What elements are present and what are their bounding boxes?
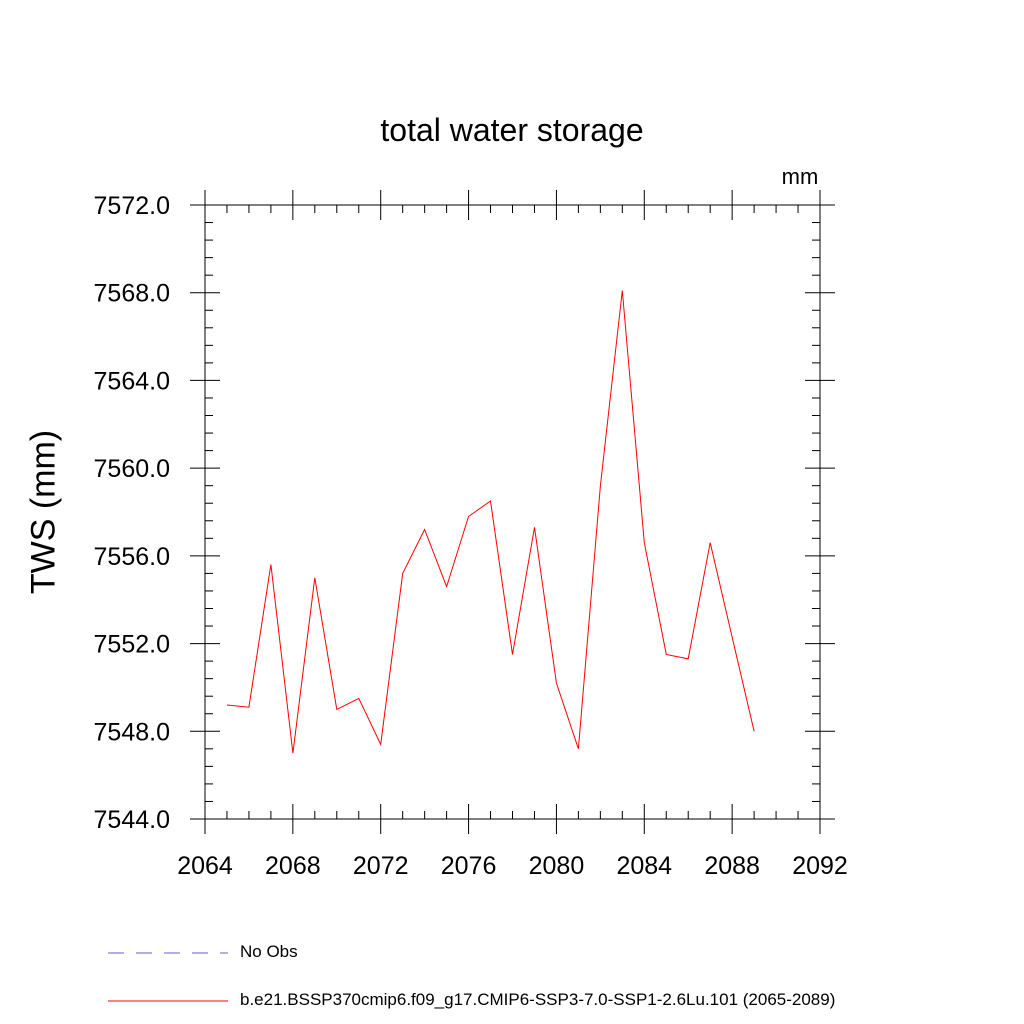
x-tick-label: 2092	[792, 852, 848, 880]
y-tick-label: 7552.0	[94, 631, 170, 659]
x-tick-label: 2064	[177, 852, 233, 880]
y-tick-label: 7568.0	[94, 280, 170, 308]
series-line	[226, 290, 755, 754]
legend-label-model-run: b.e21.BSSP370cmip6.f09_g17.CMIP6-SSP3-7.…	[240, 990, 836, 1009]
y-tick-label: 7544.0	[94, 806, 170, 834]
y-tick-label: 7548.0	[94, 718, 170, 746]
y-tick-label: 7564.0	[94, 367, 170, 395]
x-tick-label: 2084	[616, 852, 672, 880]
x-tick-label: 2068	[265, 852, 321, 880]
units-label: mm	[781, 164, 819, 189]
x-tick-label: 2088	[704, 852, 760, 880]
data-series	[226, 290, 755, 754]
plot-frame	[204, 204, 821, 820]
chart-title: total water storage	[380, 112, 644, 148]
axis-tick-labels: 2064 2068 2072 2076 2080 2084 2088 2092 7544.0 75…	[94, 192, 848, 880]
x-tick-label: 2076	[441, 852, 497, 880]
y-tick-label: 7556.0	[94, 543, 170, 571]
x-tick-label: 2072	[353, 852, 409, 880]
x-tick-label: 2080	[529, 852, 585, 880]
legend-label-no-obs: No Obs	[240, 942, 298, 961]
axis-ticks	[190, 190, 835, 834]
legend-lines	[108, 952, 228, 1002]
y-tick-label: 7572.0	[94, 192, 170, 220]
y-tick-label: 7560.0	[94, 455, 170, 483]
